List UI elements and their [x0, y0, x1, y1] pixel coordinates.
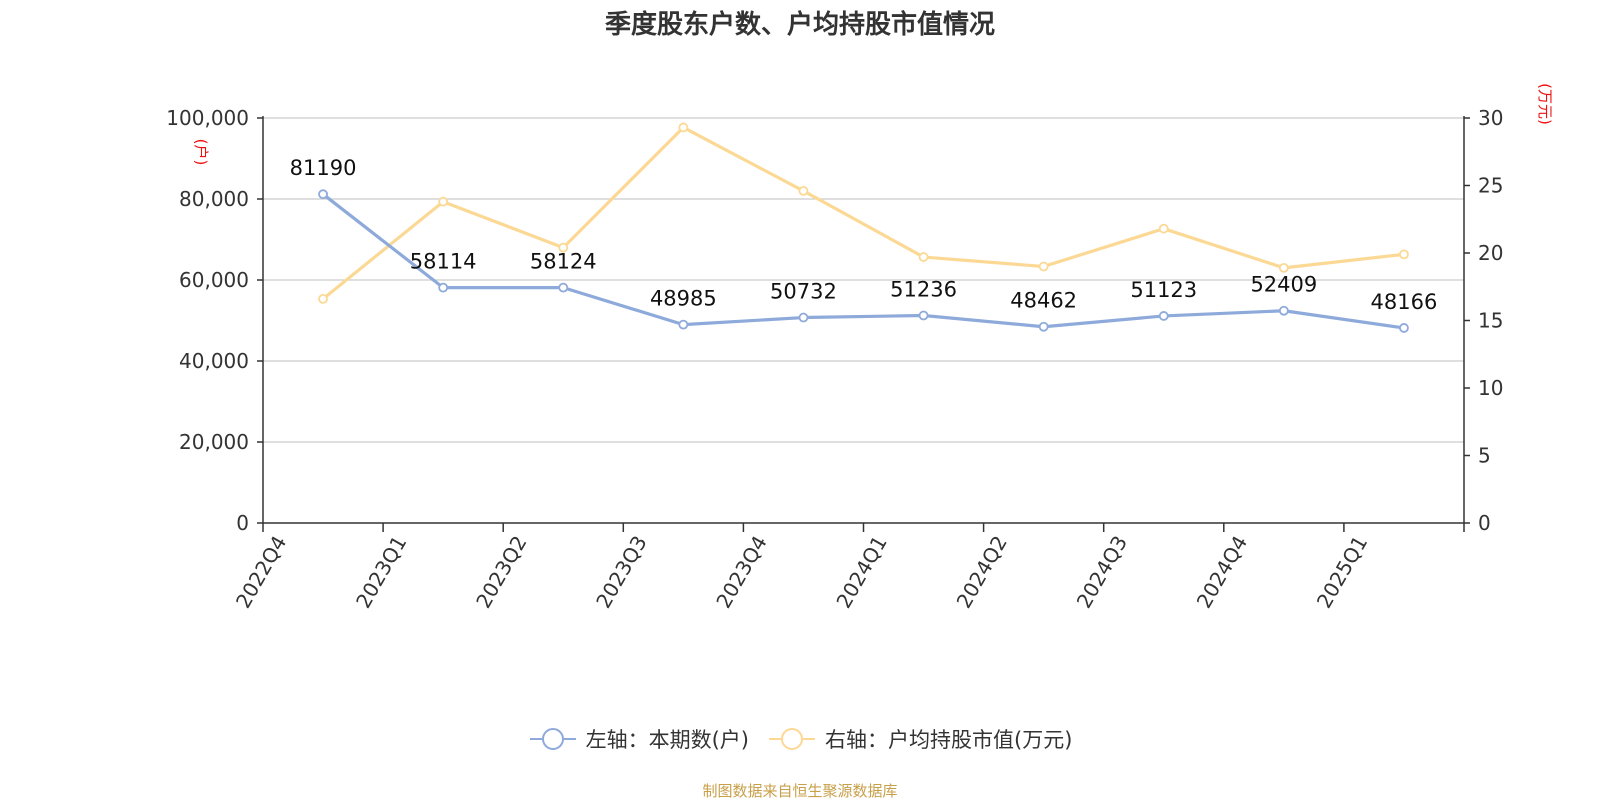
legend-item-avg-value[interactable]: 右轴：户均持股市值(万元): [767, 724, 1072, 754]
right-axis-tick-label: 5: [1478, 444, 1491, 468]
left-axis-tick-label: 60,000: [179, 268, 249, 292]
data-label-households: 52409: [1250, 273, 1317, 297]
data-point-avg-value: [438, 196, 449, 207]
x-axis-tick-label: 2023Q2: [471, 532, 531, 613]
data-label-households: 48166: [1371, 290, 1438, 314]
right-axis-tick-label: 0: [1478, 511, 1491, 535]
x-axis-tick-label: 2024Q1: [831, 532, 891, 613]
x-axis-tick-label: 2023Q1: [351, 532, 411, 613]
legend-marker-households-icon: [529, 728, 576, 750]
legend: 左轴：本期数(户) 右轴：户均持股市值(万元): [0, 722, 1600, 756]
data-point-households: [1399, 323, 1409, 333]
data-point-households: [438, 282, 449, 293]
chart-title: 季度股东户数、户均持股市值情况: [604, 10, 995, 40]
data-point-households: [1278, 305, 1289, 316]
data-point-avg-value: [318, 293, 328, 304]
data-label-households: 50732: [770, 280, 837, 304]
series-line-households: [322, 192, 1405, 330]
data-point-households: [918, 310, 929, 321]
right-axis-tick-label: 20: [1478, 241, 1503, 265]
left-axis-tick-label: 40,000: [179, 349, 249, 373]
right-axis-tick-label: 15: [1478, 309, 1503, 333]
left-axis-unit: (户): [192, 139, 210, 166]
legend-label-avg-value: 右轴：户均持股市值(万元): [825, 728, 1073, 752]
data-point-households: [1038, 321, 1049, 332]
data-point-households: [318, 189, 328, 200]
data-point-avg-value: [1158, 223, 1169, 234]
data-point-households: [798, 312, 809, 323]
data-label-households: 48985: [650, 287, 717, 311]
x-axis-tick-label: 2024Q3: [1072, 532, 1132, 613]
series-line-avg-value: [322, 125, 1405, 301]
x-axis-tick-label: 2023Q4: [711, 532, 771, 613]
data-point-households: [1158, 311, 1169, 321]
data-point-avg-value: [558, 242, 569, 253]
x-axis-tick-label: 2024Q2: [952, 532, 1012, 613]
left-axis-tick-label: 100,000: [166, 106, 249, 130]
data-label-households: 51123: [1130, 278, 1197, 302]
data-point-households: [678, 319, 689, 330]
data-point-households: [558, 282, 569, 293]
data-point-avg-value: [798, 185, 809, 196]
data-point-avg-value: [1399, 249, 1409, 260]
legend-label-households: 左轴：本期数(户): [585, 728, 749, 752]
right-axis-tick-label: 10: [1478, 376, 1503, 400]
left-axis-tick-label: 0: [236, 511, 249, 535]
x-axis-tick-label: 2022Q4: [231, 532, 291, 613]
data-label-households: 48462: [1010, 289, 1077, 313]
data-label-households: 51236: [890, 277, 957, 301]
left-axis-tick-label: 80,000: [179, 187, 249, 211]
right-axis-tick-label: 30: [1478, 106, 1503, 130]
x-axis-tick-label: 2023Q3: [591, 532, 651, 613]
data-point-avg-value: [918, 252, 929, 262]
left-axis-tick-label: 20,000: [179, 430, 249, 454]
data-source-note: 制图数据来自恒生聚源数据库: [702, 782, 898, 800]
data-point-avg-value: [678, 122, 689, 133]
data-label-households: 81190: [290, 156, 357, 180]
data-label-households: 58124: [530, 250, 597, 274]
data-point-avg-value: [1038, 261, 1049, 272]
x-axis-tick-label: 2025Q1: [1312, 532, 1372, 613]
x-axis-tick-label: 2024Q4: [1192, 532, 1252, 613]
data-point-avg-value: [1278, 262, 1289, 273]
data-label-households: 58114: [410, 250, 477, 274]
legend-item-households[interactable]: 左轴：本期数(户): [528, 724, 749, 754]
right-axis-tick-label: 25: [1478, 174, 1503, 198]
right-axis-unit: (万元): [1536, 83, 1554, 125]
legend-marker-avg-value-icon: [769, 728, 815, 750]
